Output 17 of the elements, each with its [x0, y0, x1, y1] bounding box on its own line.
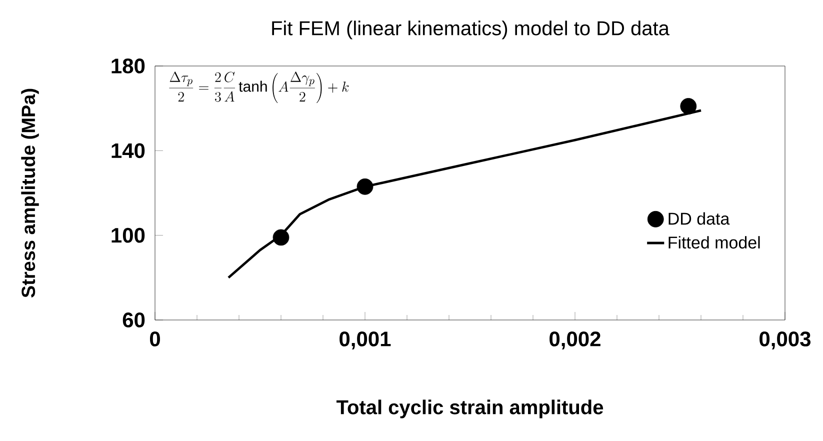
x-tick-label: 0: [150, 332, 160, 346]
legend-label: DD data: [668, 212, 730, 225]
y-tick-label: 180: [112, 58, 145, 74]
y-axis-title: Stress amplitude (MPa): [21, 88, 39, 298]
y-tick-label: 60: [122, 312, 145, 328]
x-tick-label: 0,003: [760, 332, 810, 350]
x-tick-label: 0,001: [340, 332, 391, 350]
y-tick-label: 100: [112, 228, 145, 243]
point: [272, 229, 290, 246]
x-tick-label: 0,002: [550, 332, 600, 350]
y-tick-label: 140: [112, 143, 145, 158]
annotation: $\frac{\Delta\tau_p}{2}=\frac{2}{3}\frac{C}{A}\tanh\left(A\frac{\Delta\gamma_p}{2}\right)+k$: [169, 72, 349, 104]
point: [680, 98, 697, 114]
legend-label: Fitted model: [668, 236, 760, 249]
point: [356, 178, 374, 195]
chart-title: Fit FEM (linear kinematics) model to DD data: [272, 20, 670, 40]
x-axis-title: Total cyclic strain amplitude: [336, 400, 604, 418]
